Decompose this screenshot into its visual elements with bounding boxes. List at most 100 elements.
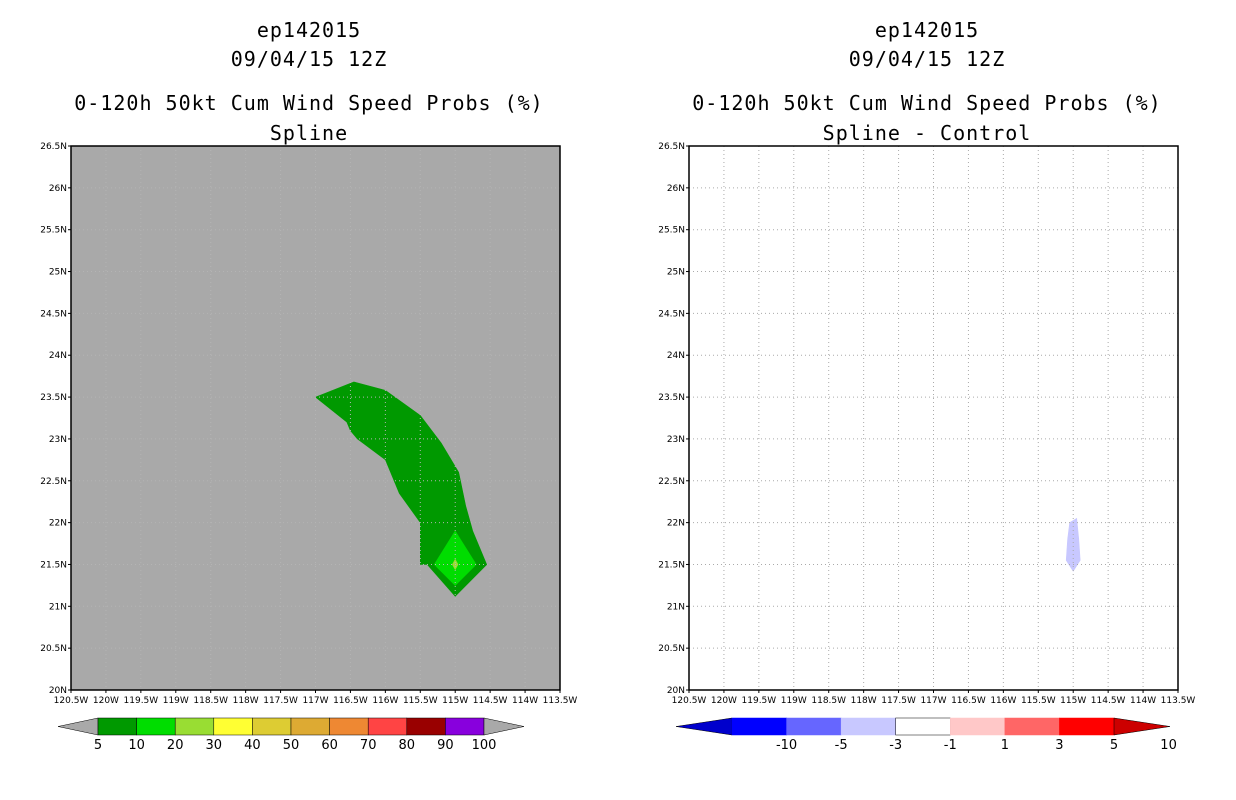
y-tick-label: 21.5N: [658, 560, 685, 570]
y-tick-label: 20N: [49, 686, 67, 696]
colorbar-label: 1: [1001, 738, 1009, 753]
x-tick-label: 119.5W: [124, 696, 159, 706]
colorbar-swatch: [329, 717, 369, 736]
colorbar-label: 10: [1160, 738, 1177, 753]
x-tick-label: 119W: [781, 696, 807, 706]
right-panel: ep142015 09/04/15 12Z 0-120h 50kt Cum Wi…: [618, 0, 1236, 800]
x-tick-label: 115.5W: [403, 696, 438, 706]
x-tick-label: 118W: [233, 696, 259, 706]
x-tick-label: 115W: [1060, 696, 1086, 706]
colorbar-swatch: [786, 717, 842, 736]
colorbar-label: -1: [944, 738, 957, 753]
x-tick-label: 116.5W: [951, 696, 986, 706]
y-tick-label: 23N: [49, 435, 67, 445]
y-tick-label: 24N: [49, 351, 67, 361]
colorbar-label: 40: [244, 738, 261, 753]
colorbar-swatch: [895, 717, 951, 736]
left-panel: ep142015 09/04/15 12Z 0-120h 50kt Cum Wi…: [74, 18, 544, 145]
method-title: Spline: [269, 121, 349, 145]
x-tick-label: 119.5W: [742, 696, 777, 706]
x-tick-label: 114W: [512, 696, 538, 706]
storm-id-title: ep142015: [256, 18, 362, 42]
colorbar-label: 80: [399, 738, 416, 753]
colorbar-high-triangle: [483, 717, 525, 736]
colorbar: -10 -5 -3 -1 1 3 5 10: [675, 717, 1177, 753]
colorbar-swatch: [731, 717, 787, 736]
x-tick-label: 120.5W: [54, 696, 89, 706]
x-tick-label: 117W: [302, 696, 328, 706]
colorbar-swatch: [213, 717, 253, 736]
y-tick-label: 23N: [667, 435, 685, 445]
colorbar-label: 3: [1055, 738, 1063, 753]
colorbar-swatch: [1059, 717, 1115, 736]
x-tick-label: 120.5W: [672, 696, 707, 706]
colorbar-label: 70: [360, 738, 377, 753]
colorbar-swatch: [367, 717, 408, 736]
y-tick-label: 24N: [667, 351, 685, 361]
x-tick-label: 117.5W: [263, 696, 298, 706]
colorbar-swatch: [290, 717, 330, 736]
y-tick-label: 26N: [667, 184, 685, 194]
colorbar-swatch: [840, 717, 896, 736]
y-tick-label: 25N: [667, 268, 685, 278]
x-tick-label: 114W: [1130, 696, 1156, 706]
x-tick-label: 115.5W: [1021, 696, 1056, 706]
probability-region: [314, 381, 488, 597]
x-tick-label: 120W: [93, 696, 119, 706]
colorbar-label: 20: [167, 738, 184, 753]
colorbar-swatch: [950, 717, 1006, 736]
colorbar-label: -3: [889, 738, 902, 753]
method-title: Spline - Control: [822, 121, 1032, 145]
colorbar-label: 60: [321, 738, 338, 753]
y-tick-label: 22.5N: [40, 477, 67, 487]
x-tick-label: 118.5W: [811, 696, 846, 706]
colorbar-low-triangle: [57, 717, 99, 736]
x-tick-label: 118W: [851, 696, 877, 706]
y-tick-label: 20.5N: [658, 644, 685, 654]
product-title: 0-120h 50kt Cum Wind Speed Probs (%): [74, 91, 544, 115]
y-tick-label: 20N: [667, 686, 685, 696]
colorbar-label: 5: [1110, 738, 1118, 753]
colorbar-swatch: [174, 717, 215, 736]
date-title: 09/04/15 12Z: [230, 47, 388, 71]
colorbar-label: 100: [472, 738, 497, 753]
storm-id-title: ep142015: [874, 18, 980, 42]
x-tick-label: 116.5W: [333, 696, 368, 706]
x-tick-label: 113.5W: [1161, 696, 1196, 706]
x-tick-label: 119W: [163, 696, 189, 706]
x-tick-label: 120W: [711, 696, 737, 706]
y-tick-label: 26N: [49, 184, 67, 194]
y-tick-label: 21N: [667, 602, 685, 612]
colorbar-swatch: [1004, 717, 1060, 736]
x-tick-label: 116W: [990, 696, 1016, 706]
y-tick-label: 25.5N: [658, 226, 685, 236]
y-tick-label: 20.5N: [40, 644, 67, 654]
colorbar-label: 10: [128, 738, 145, 753]
y-tick-label: 25.5N: [40, 226, 67, 236]
y-tick-label: 23.5N: [658, 393, 685, 403]
colorbar-label: 5: [94, 738, 102, 753]
x-tick-label: 115W: [442, 696, 468, 706]
y-tick-label: 25N: [49, 268, 67, 278]
colorbar-label: 50: [283, 738, 300, 753]
colorbar-swatch: [406, 717, 446, 736]
x-tick-label: 114.5W: [1091, 696, 1126, 706]
colorbar-swatch: [97, 717, 137, 736]
colorbar-label: 30: [206, 738, 223, 753]
colorbar-label: -10: [776, 738, 797, 753]
date-title: 09/04/15 12Z: [848, 47, 1006, 71]
x-tick-label: 113.5W: [543, 696, 578, 706]
map-panel-2: 120.5W 120W 119.5W 119W 118.5W 118W 117.5W 117W…: [658, 142, 1195, 753]
colorbar: 5 10 20 30 40 50 60 70 80 90 100: [57, 717, 525, 753]
colorbar-low-triangle: [675, 717, 733, 736]
y-tick-label: 24.5N: [658, 309, 685, 319]
y-tick-label: 21.5N: [40, 560, 67, 570]
y-tick-label: 22N: [49, 519, 67, 529]
map-panel-1: 120.5W 120W 119.5W 119W 118.5W 118W 117.5W 117W…: [40, 142, 577, 753]
colorbar-swatch: [136, 717, 176, 736]
y-tick-label: 21N: [49, 602, 67, 612]
product-title: 0-120h 50kt Cum Wind Speed Probs (%): [692, 91, 1162, 115]
colorbar-high-triangle: [1113, 717, 1171, 736]
y-tick-label: 26.5N: [658, 142, 685, 152]
